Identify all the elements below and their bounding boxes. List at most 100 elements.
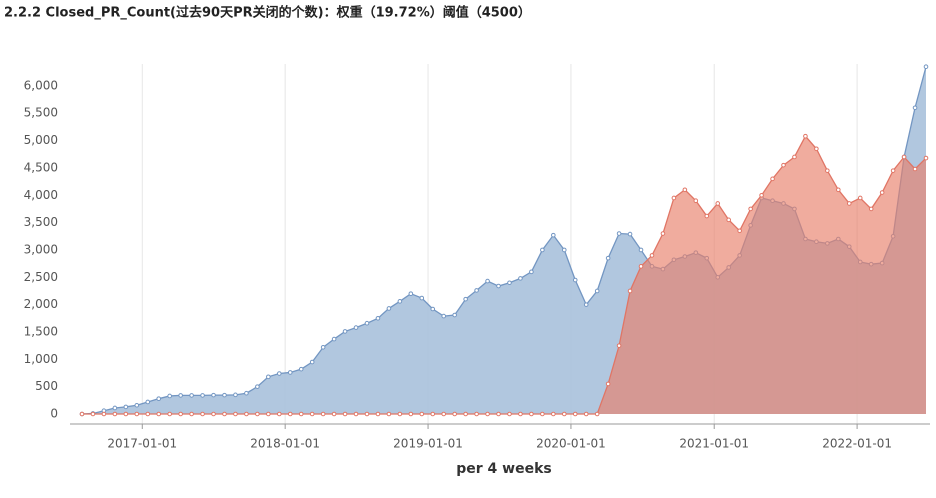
point (178, 393, 183, 398)
point (792, 154, 797, 160)
point (167, 411, 172, 417)
point (923, 155, 929, 161)
point (408, 291, 414, 296)
x-tick-label: 2020-01-01 (536, 437, 606, 451)
point (474, 288, 479, 293)
point (463, 296, 468, 302)
point (540, 411, 545, 417)
y-tick-label: 4,000 (24, 188, 58, 202)
point (671, 195, 677, 201)
point (726, 217, 732, 223)
point (233, 411, 238, 417)
point (605, 381, 611, 387)
point (211, 392, 216, 398)
point (145, 399, 151, 405)
point (298, 366, 304, 372)
x-tick-label: 2022-01-01 (822, 437, 892, 451)
point (397, 411, 403, 417)
point (189, 393, 194, 398)
point (912, 105, 918, 111)
point (507, 280, 512, 286)
point (693, 198, 699, 204)
point (397, 299, 403, 304)
point (419, 295, 425, 301)
point (112, 405, 118, 411)
point (408, 411, 414, 417)
point (123, 411, 129, 417)
point (123, 404, 129, 410)
point (134, 402, 140, 408)
point (298, 411, 304, 417)
point (879, 190, 885, 195)
point (353, 325, 359, 330)
point (583, 302, 589, 307)
point (627, 231, 633, 237)
point (572, 411, 578, 417)
y-tick-label: 5,500 (24, 106, 58, 120)
point (627, 288, 633, 294)
point (814, 146, 819, 152)
point (375, 315, 381, 321)
point (529, 269, 534, 275)
point (309, 359, 315, 365)
point (803, 133, 808, 139)
point (518, 276, 523, 281)
point (485, 278, 490, 284)
point (463, 411, 468, 417)
point (156, 396, 162, 401)
y-tick-label: 3,000 (24, 242, 58, 256)
point (660, 231, 666, 236)
point (276, 411, 282, 417)
point (846, 201, 852, 206)
point (890, 168, 896, 173)
point (331, 336, 337, 342)
point (266, 374, 271, 380)
point (638, 264, 644, 269)
point (244, 411, 249, 417)
point (320, 344, 326, 350)
y-tick-label: 6,000 (24, 78, 58, 92)
point (331, 411, 337, 417)
point (605, 255, 611, 261)
point (222, 392, 227, 398)
point (704, 213, 710, 219)
point (101, 411, 107, 417)
y-tick-label: 1,000 (24, 352, 58, 366)
point (561, 411, 567, 417)
point (189, 411, 194, 417)
point (485, 411, 490, 417)
point (156, 411, 162, 417)
point (474, 411, 479, 417)
point (715, 201, 721, 206)
point (112, 411, 118, 417)
point (616, 343, 622, 348)
point (255, 384, 260, 389)
point (287, 411, 293, 417)
point (529, 411, 534, 417)
point (90, 411, 96, 417)
point (167, 393, 172, 399)
point (430, 306, 436, 312)
point (912, 166, 918, 172)
chart-title: 2.2.2 Closed_PR_Count(过去90天PR关闭的个数)：权重（1… (4, 5, 531, 21)
point (594, 411, 600, 417)
point (561, 247, 567, 253)
x-tick-label: 2018-01-01 (250, 437, 320, 451)
point (857, 195, 863, 201)
point (441, 411, 447, 417)
point (222, 411, 227, 417)
y-tick-label: 5,000 (24, 133, 58, 147)
point (211, 411, 216, 417)
y-tick-label: 500 (35, 379, 58, 393)
x-tick-label: 2017-01-01 (107, 437, 177, 451)
point (518, 411, 523, 417)
point (386, 411, 392, 417)
point (682, 187, 688, 193)
point (353, 411, 359, 417)
point (737, 228, 742, 234)
point (134, 411, 140, 417)
point (276, 371, 282, 376)
area (82, 136, 926, 414)
point (364, 320, 370, 326)
